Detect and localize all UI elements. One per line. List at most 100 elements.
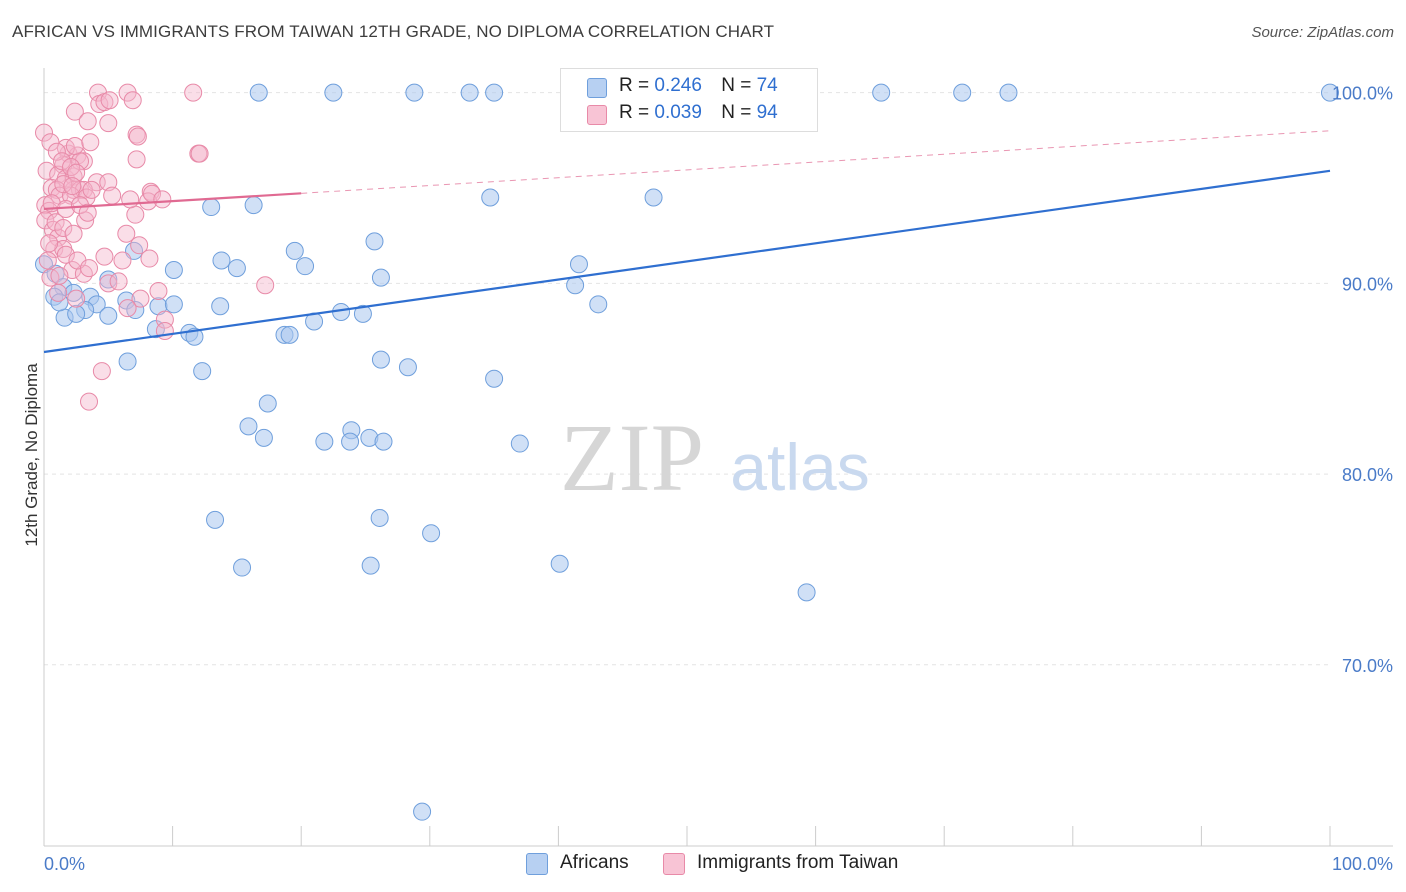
taiwan-point xyxy=(62,157,81,176)
africans-point xyxy=(285,241,304,260)
legend-r-label: R = xyxy=(619,75,650,96)
trend-lines xyxy=(43,130,1331,354)
africans-point xyxy=(999,83,1018,102)
taiwan-point xyxy=(128,127,147,146)
africans-point xyxy=(569,255,588,274)
taiwan-point xyxy=(80,259,99,278)
africans-point xyxy=(67,304,86,323)
axes xyxy=(43,68,1393,847)
africans-point xyxy=(1321,83,1339,102)
africans-point xyxy=(164,260,183,279)
gridlines xyxy=(44,92,1330,666)
africans-point xyxy=(50,293,69,312)
taiwan-point xyxy=(50,266,69,285)
watermark-zip: ZIP xyxy=(560,404,704,511)
taiwan-point xyxy=(35,123,53,142)
africans-point xyxy=(324,83,343,102)
y-tick-label: 100.0% xyxy=(1332,84,1393,104)
taiwan-point xyxy=(67,289,86,308)
africans-point xyxy=(371,268,390,287)
axis-labels: 70.0% 80.0% 90.0% 100.0% 0.0% 100.0% 12th Grad… xyxy=(22,84,1393,874)
taiwan-point xyxy=(153,190,172,209)
taiwan-point xyxy=(100,91,119,110)
taiwan-point xyxy=(64,224,83,243)
africans-point xyxy=(566,276,585,295)
y-tick-label: 70.0% xyxy=(1342,656,1393,676)
africans-point xyxy=(371,350,390,369)
zipatlas-watermark: ZIP atlas xyxy=(560,404,870,511)
taiwan-point xyxy=(37,161,56,180)
legend-r-value: 0.246 xyxy=(654,75,702,96)
africans-point xyxy=(296,257,315,276)
taiwan-points xyxy=(35,83,275,411)
africans-point xyxy=(244,196,263,215)
africans-point xyxy=(550,554,569,573)
taiwan-point xyxy=(49,228,68,247)
africans-point xyxy=(206,510,225,529)
y-tick-label: 90.0% xyxy=(1342,274,1393,294)
africans-point xyxy=(953,83,972,102)
bottom-legend-label-taiwan: Immigrants from Taiwan xyxy=(697,852,899,873)
taiwan-point xyxy=(81,133,100,152)
africans-trend-line xyxy=(43,169,1331,354)
taiwan-point xyxy=(78,203,97,222)
africans-point xyxy=(126,301,145,320)
source-credit: Source: ZipAtlas.com xyxy=(1251,24,1394,41)
legend-n-label: N = xyxy=(721,75,752,96)
africans-point xyxy=(361,556,380,575)
y-axis-label: 12th Grade, No Diploma xyxy=(22,363,41,547)
taiwan-point xyxy=(41,133,60,152)
bottom-legend-label-africans: Africans xyxy=(560,852,629,873)
africans-point xyxy=(365,232,384,251)
africans-point xyxy=(315,432,334,451)
africans-point xyxy=(202,198,221,217)
taiwan-point xyxy=(127,150,146,169)
taiwan-point xyxy=(131,289,150,308)
taiwan-point xyxy=(92,362,111,381)
taiwan-point xyxy=(126,205,145,224)
africans-point xyxy=(99,306,118,325)
africans-point xyxy=(125,241,144,260)
taiwan-point xyxy=(47,142,66,161)
taiwan-point xyxy=(40,234,59,253)
africans-point xyxy=(405,83,424,102)
taiwan-point xyxy=(65,102,84,121)
africans-point xyxy=(644,188,663,207)
africans-point xyxy=(233,558,252,577)
legend-n-value: 94 xyxy=(756,102,778,123)
taiwan-point xyxy=(71,196,90,215)
legend-n-value: 74 xyxy=(756,75,778,96)
africans-point xyxy=(212,251,231,270)
watermark-atlas: atlas xyxy=(730,430,869,504)
taiwan-point xyxy=(95,247,114,266)
taiwan-point xyxy=(117,224,136,243)
africans-points xyxy=(35,83,1339,821)
africans-point xyxy=(481,188,500,207)
africans-point xyxy=(374,432,393,451)
legend-swatch-taiwan xyxy=(587,105,607,125)
legend-swatch-africans xyxy=(587,78,607,98)
taiwan-point xyxy=(184,83,203,102)
africans-point xyxy=(211,297,230,316)
taiwan-point xyxy=(140,249,159,268)
chart-title: AFRICAN VS IMMIGRANTS FROM TAIWAN 12TH G… xyxy=(12,22,775,41)
africans-point xyxy=(254,428,273,447)
legend-r-value: 0.039 xyxy=(654,102,702,123)
africans-point xyxy=(422,524,441,543)
africans-point xyxy=(249,83,268,102)
africans-point xyxy=(341,432,360,451)
africans-point xyxy=(872,83,891,102)
taiwan-point xyxy=(103,186,122,205)
taiwan-point xyxy=(113,251,132,270)
africans-point xyxy=(398,358,417,377)
legend-n-label: N = xyxy=(721,102,752,123)
x-tick-label-max: 100.0% xyxy=(1332,854,1393,874)
africans-point xyxy=(413,802,432,821)
africans-point xyxy=(164,295,183,314)
taiwan-point xyxy=(149,281,168,300)
africans-point xyxy=(239,417,258,436)
africans-point xyxy=(353,304,372,323)
africans-point xyxy=(258,394,277,413)
legend-r-label: R = xyxy=(619,102,650,123)
taiwan-point xyxy=(118,299,137,318)
